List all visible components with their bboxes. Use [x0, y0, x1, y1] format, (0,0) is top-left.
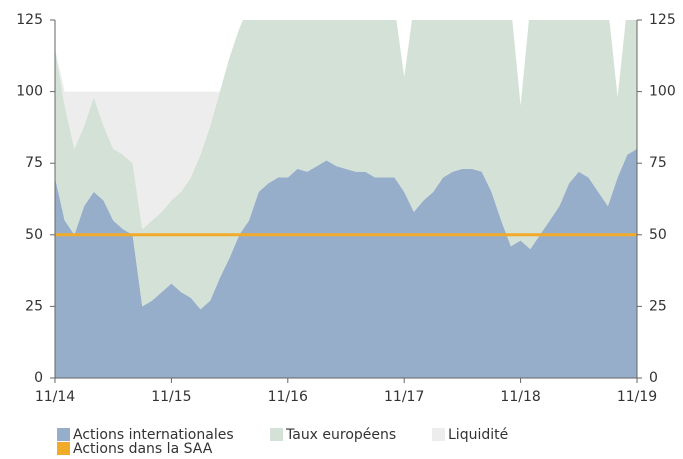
x-tick-label: 11/19: [617, 389, 657, 405]
legend: Actions internationales Taux européens Liq…: [57, 427, 508, 457]
y2-tick-label: 0: [649, 370, 658, 386]
y-tick-label: 125: [16, 12, 43, 28]
x-tick-label: 11/18: [500, 389, 540, 405]
legend-label: Taux européens: [285, 427, 396, 443]
legend-label: Actions dans la SAA: [73, 441, 213, 457]
y2-tick-label: 100: [649, 84, 676, 100]
area: [55, 20, 637, 310]
x-tick-label: 11/15: [151, 389, 191, 405]
legend-swatch: [432, 428, 445, 441]
y-tick-label: 75: [25, 155, 43, 171]
x-tick-label: 11/17: [384, 389, 424, 405]
y2-tick-label: 50: [649, 227, 667, 243]
x-tick-label: 11/14: [35, 389, 75, 405]
plot-area: [55, 20, 637, 378]
legend-label: Actions internationales: [73, 427, 234, 443]
legend-swatch: [57, 442, 70, 455]
legend-swatch: [57, 428, 70, 441]
area: [55, 148, 637, 378]
y-tick-label: 0: [34, 370, 43, 386]
y-tick-label: 50: [25, 227, 43, 243]
y-tick-label: 25: [25, 298, 43, 314]
y2-tick-label: 75: [649, 155, 667, 171]
area: [55, 20, 626, 230]
legend-label: Liquidité: [448, 427, 508, 443]
x-tick-label: 11/16: [268, 389, 308, 405]
y2-tick-label: 125: [649, 12, 676, 28]
legend-swatch: [270, 428, 283, 441]
y2-tick-label: 25: [649, 298, 667, 314]
y-tick-label: 100: [16, 84, 43, 100]
